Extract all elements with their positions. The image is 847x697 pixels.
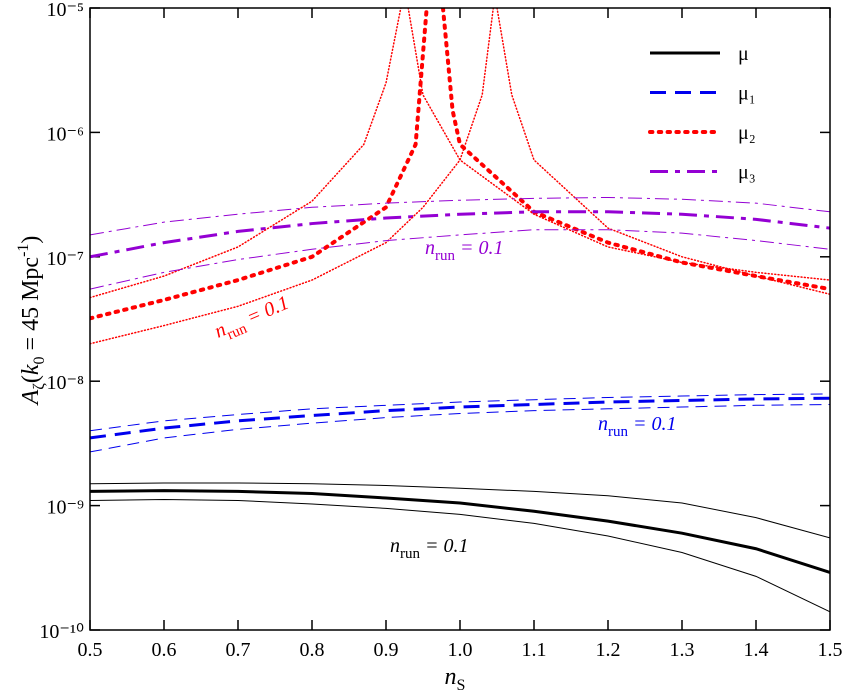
y-tick-label: 10⁻¹⁰ [39,621,84,643]
y-label-part: k [18,364,44,375]
x-tick-label: 0.8 [300,639,325,661]
y-tick-label: 10⁻⁹ [46,497,84,519]
x-tick-label: 1.0 [448,639,473,661]
y-label-part: = 45 Mpc [18,257,44,357]
legend-entry: μ [650,43,749,65]
y-tick-label: 10⁻⁶ [46,123,84,145]
annotation-part: run [225,321,250,344]
x-tick-label: 0.5 [78,639,103,661]
y-tick-label: 10⁻⁵ [46,0,84,21]
annotation-part: run [400,546,420,562]
annotation-part: run [608,424,628,440]
annotation: nrun = 0.1 [390,535,469,562]
series-line [90,229,830,290]
y-label-part: -1 [15,244,32,257]
x-tick-label: 0.9 [374,639,399,661]
y-tick-label: 10⁻⁸ [46,372,84,394]
legend-label: μ₁ [738,83,756,105]
series-line [90,8,830,345]
x-axis-label: nS [445,664,466,694]
annotation-part: = 0.1 [455,237,504,259]
x-tick-label: 1.5 [818,639,843,661]
legend-label: μ₂ [738,122,756,144]
x-tick-label: 1.1 [522,639,547,661]
annotation-part: n [425,237,435,259]
x-tick-label: 0.6 [152,639,177,661]
legend-label: μ [738,43,749,65]
plot-frame [89,7,831,631]
series-line [90,403,830,453]
y-axis-label: Aζ(k0 = 45 Mpc-1) [15,236,48,407]
y-label-part: A [18,389,44,406]
annotation: nrun = 0.1 [211,292,294,348]
y-label-part: ) [18,236,44,244]
y-tick-label: 10⁻⁷ [46,248,84,270]
y-label-part: ( [18,375,44,383]
y-label-part: 0 [31,356,48,364]
series-line [90,8,830,299]
x-tick-label: 1.4 [744,639,769,661]
annotation: nrun = 0.1 [425,237,504,264]
annotation: nrun = 0.1 [598,413,677,440]
series-line [90,8,830,321]
series-line [90,489,830,574]
series-line [90,498,830,613]
x-tick-label: 1.3 [670,639,695,661]
series-line [90,482,830,539]
y-label-part: ζ [31,383,48,390]
series-line [90,196,830,236]
legend-entry: μ₁ [650,83,756,105]
annotation-part: = 0.1 [628,413,677,435]
series-line [90,210,830,259]
legend-label: μ₃ [738,162,756,184]
series-line [90,396,830,440]
annotation-part: n [598,413,608,435]
series-line [90,393,830,432]
annotation-part: = 0.1 [239,292,292,331]
legend-entry: μ₃ [650,162,756,184]
annotation-part: n [390,535,400,557]
legend-entry: μ₂ [648,122,756,144]
x-tick-label: 1.2 [596,639,621,661]
x-label-part: S [457,677,466,694]
annotation-part: run [435,248,455,264]
x-tick-label: 0.7 [226,639,251,661]
annotation-part: = 0.1 [420,535,469,557]
x-label-part: n [445,664,457,690]
